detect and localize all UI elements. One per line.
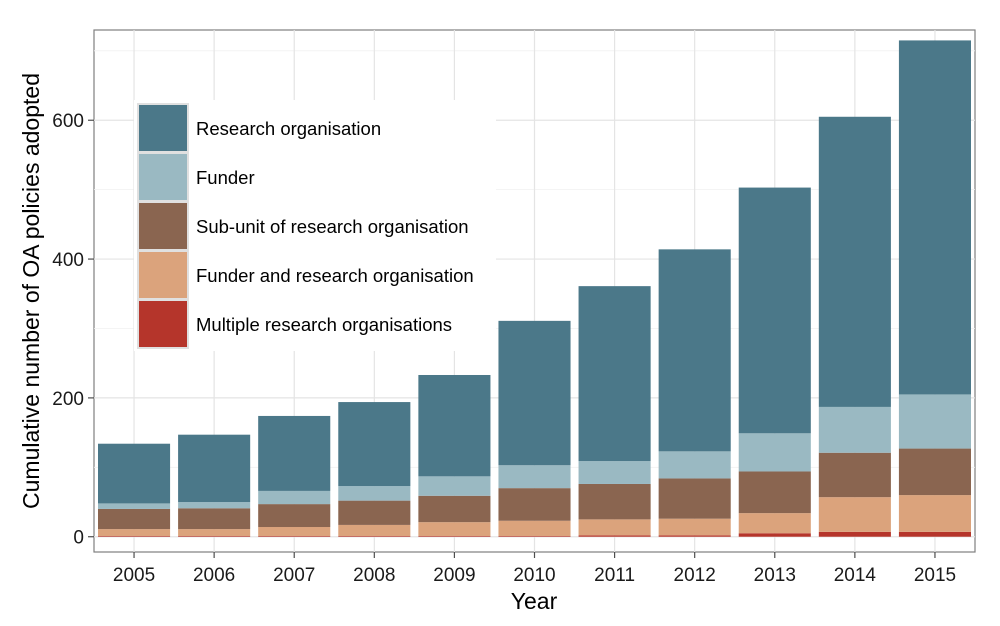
bar-segment [498, 465, 571, 489]
y-tick-label: 200 [52, 389, 84, 410]
bar-segment [578, 535, 651, 537]
bar-segment [658, 535, 731, 537]
bar-segment [258, 490, 331, 505]
bar-segment [898, 448, 971, 496]
bars [98, 40, 971, 537]
legend-key [137, 250, 189, 300]
legend-label: Sub-unit of research organisation [196, 216, 469, 237]
legend-key [137, 152, 189, 202]
y-tick-label: 600 [52, 111, 84, 132]
bar-segment [498, 536, 571, 537]
y-tick-label: 0 [73, 528, 84, 549]
bar-segment [658, 518, 731, 536]
bar-segment [658, 249, 731, 452]
bar-segment [178, 529, 251, 537]
y-axis-title: Cumulative number of OA policies adopted [18, 73, 44, 509]
x-tick-label: 2006 [193, 565, 235, 586]
y-tick-label: 400 [52, 250, 84, 271]
bar-segment [818, 531, 891, 537]
bar-segment [338, 536, 411, 537]
bar-segment [258, 536, 331, 537]
bar-segment [98, 529, 171, 537]
bar-segment [658, 451, 731, 479]
bar-segment [178, 502, 251, 509]
bar-segment [338, 402, 411, 487]
bar-segment [178, 508, 251, 530]
x-tick-label: 2011 [594, 565, 635, 586]
legend-background [134, 100, 496, 351]
bar-segment [738, 187, 811, 434]
bar-segment [98, 443, 171, 504]
x-tick-label: 2015 [914, 565, 956, 586]
bar-segment [578, 483, 651, 520]
x-tick-label: 2013 [754, 565, 796, 586]
bar-segment [498, 488, 571, 521]
bar-segment [178, 434, 251, 503]
bar-segment [98, 536, 171, 537]
bar-segment [418, 522, 491, 537]
bar-segment [658, 478, 731, 519]
bar-segment [338, 486, 411, 501]
legend-key [137, 103, 189, 153]
bar-segment [818, 116, 891, 407]
bar-segment [578, 519, 651, 536]
bar-segment [98, 503, 171, 509]
legend-key [137, 201, 189, 251]
bar-segment [418, 495, 491, 523]
bar-segment [738, 433, 811, 472]
x-tick-label: 2008 [353, 565, 395, 586]
bar-segment [738, 471, 811, 514]
legend: Research organisation Funder Sub-unit of r… [134, 100, 496, 351]
bar-segment [418, 536, 491, 537]
bar-segment [578, 461, 651, 484]
bar-segment [498, 320, 571, 466]
bar-segment [578, 286, 651, 462]
x-tick-label: 2010 [513, 565, 555, 586]
bar-segment [818, 406, 891, 453]
x-tick-label: 2009 [433, 565, 475, 586]
bar-segment [98, 508, 171, 530]
legend-label: Research organisation [196, 118, 381, 139]
x-axis-title: Year [511, 588, 558, 614]
bar-segment [258, 504, 331, 528]
x-tick-label: 2007 [273, 565, 315, 586]
bar-segment [338, 524, 411, 537]
bar-segment [898, 40, 971, 395]
x-axis: 2005 2006 2007 2008 2009 2010 2011 2012 2013 2014… [113, 552, 956, 586]
bar-segment [738, 513, 811, 534]
bar-segment [898, 394, 971, 449]
legend-label: Multiple research organisations [196, 314, 452, 335]
x-tick-label: 2014 [834, 565, 877, 586]
legend-label: Funder and research organisation [196, 265, 474, 286]
bar-segment [818, 497, 891, 532]
bar-segment [498, 520, 571, 537]
y-axis: 0 200 400 600 [52, 111, 94, 549]
bar-segment [898, 495, 971, 532]
bar-segment [418, 374, 491, 477]
bar-segment [818, 452, 891, 498]
bar-segment [418, 476, 491, 496]
x-tick-label: 2005 [113, 565, 155, 586]
bar-segment [338, 500, 411, 525]
bar-segment [738, 533, 811, 537]
bar-segment [898, 531, 971, 537]
bar-segment [258, 415, 331, 491]
legend-key [137, 299, 189, 349]
bar-segment [258, 527, 331, 537]
x-tick-label: 2012 [674, 565, 716, 586]
bar-segment [178, 536, 251, 537]
legend-label: Funder [196, 167, 255, 188]
